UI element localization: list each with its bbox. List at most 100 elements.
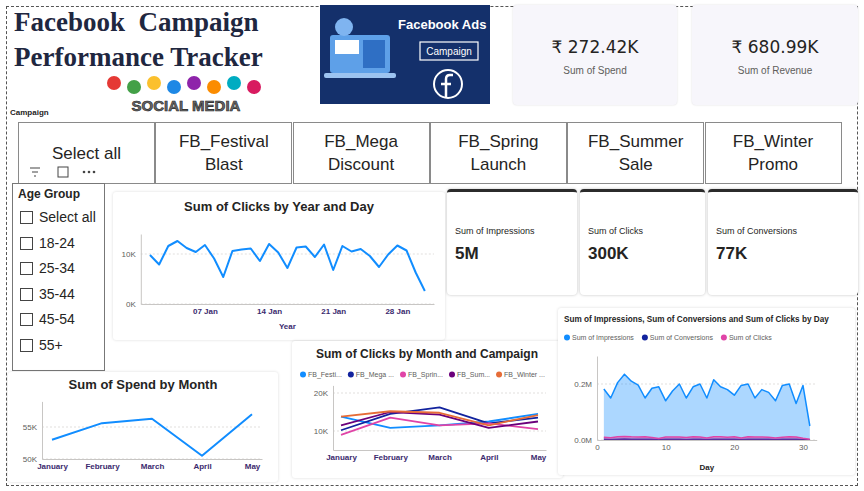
tick-label: March <box>428 453 452 462</box>
line <box>604 374 810 426</box>
social-icon <box>227 76 241 90</box>
legend-swatch <box>400 372 406 378</box>
tick: April <box>480 450 498 462</box>
tick-label: May <box>245 462 261 471</box>
tick: February <box>374 450 409 462</box>
tick: 07 Jan <box>193 304 218 316</box>
line <box>341 412 538 428</box>
legend-label: Sum of Clicks <box>729 334 772 341</box>
kpi-label: Sum of Impressions <box>455 226 535 236</box>
chart-panel: Sum of Clicks by Month and Campaign 10K 20… <box>292 341 563 478</box>
tick: May <box>245 459 261 471</box>
kpi-value: 300K <box>588 244 629 264</box>
legend-label: FB_Festi... <box>308 371 342 379</box>
slicer-option[interactable]: Select all <box>18 209 103 227</box>
legend-label: FB_Winter ... <box>504 371 545 379</box>
title-block: Facebook CampaignPerformance Tracker <box>14 5 319 83</box>
banner-base <box>324 73 396 78</box>
checkbox <box>20 313 33 326</box>
facebook-banner: Facebook AdsCampaign <box>320 5 490 104</box>
line <box>604 436 810 439</box>
checkbox <box>20 288 33 301</box>
banner-logo-mark <box>441 75 453 97</box>
kpi-value: ₹ 680.99K <box>692 37 858 57</box>
legend-swatch <box>642 335 648 341</box>
social-icon <box>107 76 121 90</box>
slicer-option-label: 18-24 <box>39 235 75 251</box>
chart: Sum of Impressions, Sum of Conversions a… <box>558 308 855 475</box>
slicer-option[interactable]: 25-34 <box>18 260 103 278</box>
slicer-icons <box>28 164 102 180</box>
chart-title: Sum of Clicks by Month and Campaign <box>316 347 538 361</box>
tick-label: May <box>531 453 547 462</box>
tick-label: 20K <box>314 389 329 398</box>
axis-line <box>598 440 818 441</box>
slicer-button[interactable]: FB_Mega Discount <box>293 122 430 184</box>
kpi-value: ₹ 272.42K <box>513 37 677 57</box>
more-icon <box>88 171 91 174</box>
tick: May <box>531 450 547 462</box>
legend-label: FB_Sum... <box>457 371 490 379</box>
slicer-option[interactable]: 45-54 <box>18 311 103 329</box>
tick: February <box>85 459 120 471</box>
tick: 10 <box>662 440 671 452</box>
slicer-option-label: 55+ <box>39 337 63 353</box>
chart-title: Sum of Clicks by Year and Day <box>184 199 375 214</box>
tick: 30 <box>799 440 808 452</box>
legend-swatch <box>721 335 727 341</box>
age-slicer: Age GroupSelect all18-2425-3435-4445-545… <box>12 183 105 371</box>
dashboard: Facebook CampaignPerformance Tracker SOCI… <box>0 0 864 491</box>
slicer-button[interactable]: FB_Spring Launch <box>430 122 567 184</box>
tick: 20K <box>314 389 333 398</box>
legend-item: FB_Sum... <box>449 371 490 379</box>
social-text: SOCIAL MEDIA <box>132 97 241 114</box>
axis: 10K 20K <box>314 386 334 451</box>
slicer-title: Campaign <box>10 108 90 120</box>
legend-item: FB_Sprin... <box>400 371 443 379</box>
tick-label: 30 <box>799 443 808 452</box>
kpi-card: ₹ 680.99KSum of Revenue <box>692 5 858 105</box>
legend-item: Sum of Impressions <box>564 334 634 342</box>
social-icon <box>247 80 261 94</box>
slicer-option[interactable]: 55+ <box>18 337 103 355</box>
slicer-option-label: 45-54 <box>39 311 75 327</box>
tick: 21 Jan <box>321 304 346 316</box>
slicer-button[interactable]: Select all <box>18 122 155 184</box>
more-icon <box>93 171 96 174</box>
chart-title: Sum of Impressions, Sum of Conversions a… <box>564 315 829 324</box>
slicer-button[interactable]: FB_Winter Promo <box>705 122 842 184</box>
legend-item: FB_Festi... <box>300 371 342 379</box>
tick: 0.0M <box>574 436 597 445</box>
banner-tag: Campaign <box>426 46 472 57</box>
slicer-button[interactable]: FB_Festival Blast <box>155 122 292 184</box>
plot-marks <box>341 407 538 434</box>
tick-label: 10 <box>662 443 671 452</box>
chart-panel: Sum of Spend by Month50K55KJanuaryFebrua… <box>8 372 278 482</box>
slicer-option-label: 35-44 <box>39 286 75 302</box>
checkbox <box>20 262 33 275</box>
legend-label: FB_Mega ... <box>356 371 394 379</box>
slicer-option[interactable]: 35-44 <box>18 286 103 304</box>
tick-label: 10K <box>314 427 329 436</box>
slicer-option[interactable]: 18-24 <box>18 235 103 253</box>
kpi-label: Sum of Conversions <box>716 226 797 236</box>
area <box>604 374 810 440</box>
legend-swatch <box>496 372 502 378</box>
banner-screen <box>330 35 390 73</box>
tick: 10K <box>122 250 141 259</box>
axis-title: Year <box>279 322 296 331</box>
tick: 0K <box>126 300 141 309</box>
legend: FB_Festi... FB_Mega ... FB_Sprin... FB_Sum.… <box>300 371 545 379</box>
tick: 0.2M <box>574 380 597 389</box>
tick: 28 Jan <box>385 304 410 316</box>
social-icon <box>147 76 161 90</box>
plot-marks <box>604 374 810 440</box>
slicer-button[interactable]: FB_Summer Sale <box>567 122 704 184</box>
tick-label: January <box>37 462 68 471</box>
chart: Sum of Clicks by Month and Campaign 10K 20… <box>292 341 563 478</box>
line <box>150 241 425 291</box>
plot-marks <box>150 241 425 291</box>
chart: Sum of Clicks by Year and Day 0K 10K 07 Jan… <box>113 192 445 340</box>
tick-label: 0 <box>595 443 600 452</box>
tick: January <box>326 450 357 462</box>
